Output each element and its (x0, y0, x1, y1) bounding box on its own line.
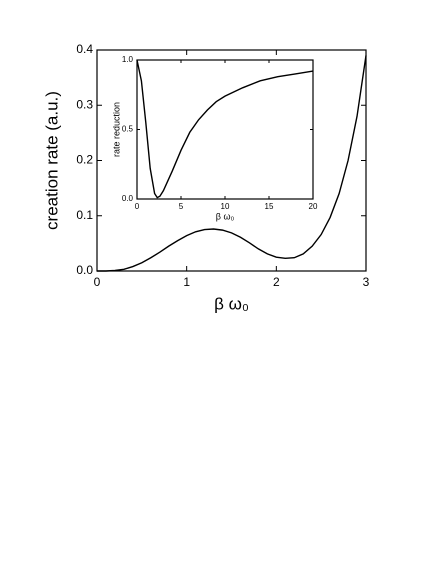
x-tick-label: 5 (179, 202, 184, 211)
data-line (136, 59, 314, 199)
data-line (97, 55, 367, 272)
y-tick-label: 0.0 (122, 194, 134, 203)
y-tick-label: 1.0 (122, 55, 134, 64)
y-axis-label: rate reduction (111, 102, 121, 157)
x-tick-label: 0 (135, 202, 140, 211)
x-tick-label: 0 (94, 275, 101, 289)
y-axis-label: creation rate (a.u.) (42, 91, 61, 230)
y-tick-label: 0.0 (76, 263, 93, 277)
y-tick-label: 0.3 (76, 97, 93, 111)
x-tick-label: 1 (183, 275, 190, 289)
y-tick-label: 0.4 (76, 42, 93, 56)
x-tick-label: 20 (309, 202, 318, 211)
y-tick-label: 0.5 (122, 125, 134, 134)
inset-background (137, 60, 313, 199)
x-axis-label: β ω₀ (214, 294, 249, 313)
x-tick-label: 15 (265, 202, 274, 211)
x-tick-label: 2 (273, 275, 280, 289)
y-tick-label: 0.2 (76, 153, 93, 167)
x-axis-label: β ω₀ (216, 211, 235, 221)
y-tick-label: 0.1 (76, 208, 93, 222)
x-tick-label: 10 (221, 202, 230, 211)
x-tick-label: 3 (363, 275, 370, 289)
